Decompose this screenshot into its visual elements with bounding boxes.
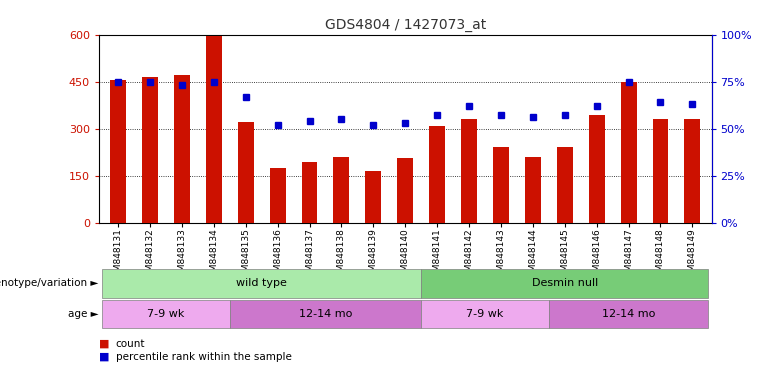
Bar bbox=[589, 114, 605, 223]
Bar bbox=[493, 147, 509, 223]
Text: Desmin null: Desmin null bbox=[532, 278, 598, 288]
Bar bbox=[237, 122, 253, 223]
Bar bbox=[301, 162, 317, 223]
Text: 12-14 mo: 12-14 mo bbox=[299, 309, 352, 319]
Bar bbox=[110, 80, 126, 223]
Text: percentile rank within the sample: percentile rank within the sample bbox=[116, 352, 291, 362]
Bar bbox=[230, 300, 421, 328]
Bar bbox=[142, 77, 158, 223]
Bar bbox=[557, 147, 573, 223]
Bar bbox=[652, 119, 668, 223]
Bar bbox=[429, 126, 445, 223]
Text: count: count bbox=[116, 339, 145, 349]
Title: GDS4804 / 1427073_at: GDS4804 / 1427073_at bbox=[325, 18, 486, 32]
Bar bbox=[684, 119, 700, 223]
Bar bbox=[102, 269, 421, 298]
Bar bbox=[269, 168, 285, 223]
Text: 7-9 wk: 7-9 wk bbox=[466, 309, 504, 319]
Bar bbox=[365, 171, 381, 223]
Bar bbox=[525, 157, 541, 223]
Text: ■: ■ bbox=[99, 339, 110, 349]
Bar bbox=[549, 300, 708, 328]
Bar bbox=[461, 119, 477, 223]
Bar bbox=[397, 159, 413, 223]
Text: 7-9 wk: 7-9 wk bbox=[147, 309, 185, 319]
Bar bbox=[174, 75, 189, 223]
Text: wild type: wild type bbox=[236, 278, 287, 288]
Bar bbox=[621, 82, 636, 223]
Text: ■: ■ bbox=[99, 352, 110, 362]
Text: genotype/variation ►: genotype/variation ► bbox=[0, 278, 98, 288]
Text: 12-14 mo: 12-14 mo bbox=[602, 309, 655, 319]
Bar bbox=[102, 300, 230, 328]
Text: age ►: age ► bbox=[68, 309, 98, 319]
Bar bbox=[421, 300, 549, 328]
Bar bbox=[205, 36, 221, 223]
Bar bbox=[421, 269, 708, 298]
Bar bbox=[333, 157, 349, 223]
